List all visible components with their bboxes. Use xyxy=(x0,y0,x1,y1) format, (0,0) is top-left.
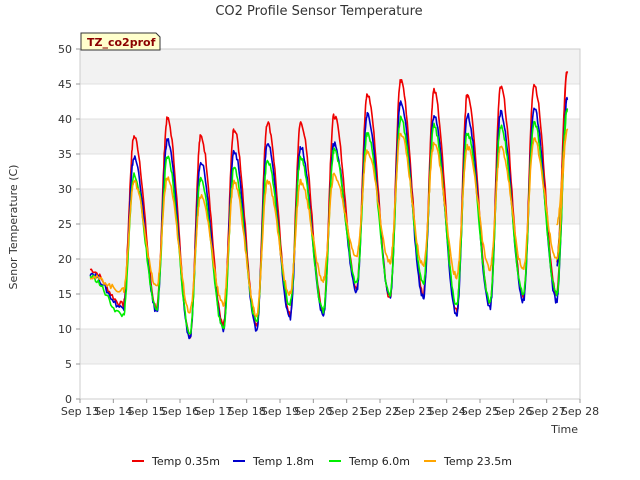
site-tag: TZ_co2prof xyxy=(80,32,161,51)
legend: Temp 0.35m Temp 1.8m Temp 6.0m Temp 23.5m xyxy=(132,455,512,468)
x-tick-label: Sep 24 xyxy=(428,405,466,418)
x-tick-label: Sep 22 xyxy=(361,405,399,418)
y-axis-ticks: 0 5 10 15 20 25 30 35 40 45 50 xyxy=(58,43,80,406)
x-tick-label: Sep 27 xyxy=(528,405,566,418)
x-tick-label: Sep 21 xyxy=(328,405,366,418)
y-tick-label: 30 xyxy=(58,183,72,196)
y-tick-label: 25 xyxy=(58,218,72,231)
grid-band xyxy=(80,259,580,294)
y-tick-label: 40 xyxy=(58,113,72,126)
y-tick-label: 20 xyxy=(58,253,72,266)
x-tick-label: Sep 20 xyxy=(294,405,332,418)
legend-label: Temp 0.35m xyxy=(151,455,220,468)
grid-band xyxy=(80,119,580,154)
grid-band xyxy=(80,329,580,364)
y-axis-title: Senor Temperature (C) xyxy=(7,165,20,290)
series-line xyxy=(89,128,569,318)
site-tag-label: TZ_co2prof xyxy=(87,36,156,49)
x-tick-label: Sep 19 xyxy=(261,405,299,418)
x-tick-label: Sep 13 xyxy=(61,405,99,418)
x-tick-label: Sep 28 xyxy=(561,405,599,418)
y-tick-label: 50 xyxy=(58,43,72,56)
y-tick-label: 45 xyxy=(58,78,72,91)
x-tick-label: Sep 26 xyxy=(494,405,532,418)
x-tick-label: Sep 25 xyxy=(461,405,499,418)
x-tick-label: Sep 14 xyxy=(94,405,132,418)
x-tick-label: Sep 15 xyxy=(128,405,166,418)
x-tick-label: Sep 18 xyxy=(228,405,266,418)
series-lines xyxy=(89,71,569,340)
grid-band xyxy=(80,49,580,84)
chart-title: CO2 Profile Sensor Temperature xyxy=(215,4,422,19)
y-tick-label: 10 xyxy=(58,323,72,336)
y-tick-label: 5 xyxy=(65,358,72,371)
legend-label: Temp 23.5m xyxy=(443,455,512,468)
x-tick-label: Sep 16 xyxy=(161,405,199,418)
x-axis-title: Time xyxy=(550,423,578,436)
x-tick-label: Sep 23 xyxy=(394,405,432,418)
y-tick-label: 0 xyxy=(65,393,72,406)
legend-label: Temp 1.8m xyxy=(252,455,314,468)
site-tag-box xyxy=(80,32,161,51)
y-tick-label: 15 xyxy=(58,288,72,301)
legend-label: Temp 6.0m xyxy=(348,455,410,468)
x-tick-label: Sep 17 xyxy=(194,405,232,418)
y-tick-label: 35 xyxy=(58,148,72,161)
